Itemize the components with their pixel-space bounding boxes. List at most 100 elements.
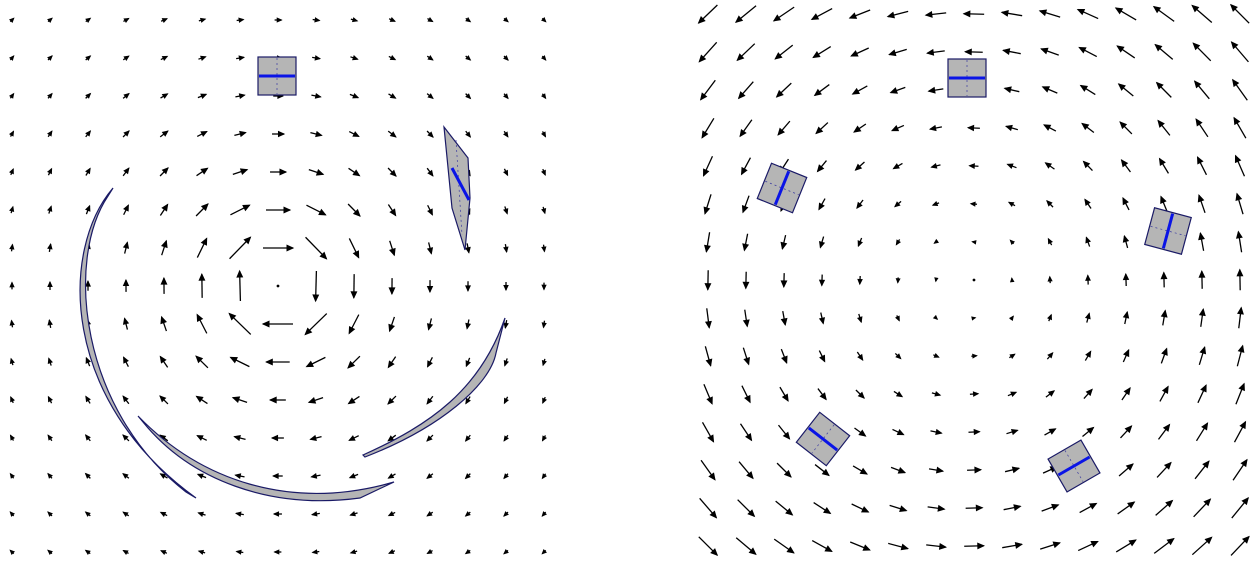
left-arrow-43	[503, 93, 509, 100]
left-arrow-117	[465, 281, 471, 292]
right-arrow-118	[1198, 269, 1206, 289]
right-arrow-10	[1076, 8, 1099, 20]
left-arrow-141	[229, 356, 250, 368]
right-arrow-181	[738, 461, 754, 480]
right-arrow-175	[1082, 426, 1095, 438]
right-arrow-44	[1231, 78, 1248, 101]
left-arrow-220	[388, 549, 396, 554]
left-arrow-189	[348, 473, 359, 479]
left-arrow-85	[387, 204, 397, 217]
left-arrow-33	[122, 92, 130, 99]
right-arrow-111	[934, 277, 939, 283]
left-arc-plate-east	[361, 317, 506, 458]
left-arrow-136	[47, 357, 53, 366]
left-arrow-132	[465, 319, 472, 330]
right-arrow-212	[773, 538, 795, 554]
right-arrow-210	[698, 536, 719, 557]
right-arrow-132	[1160, 309, 1168, 326]
right-arrow-133	[1198, 307, 1206, 327]
left-arrow-170	[196, 435, 208, 441]
left-arrow-129	[348, 314, 360, 335]
left-arrow-27	[465, 55, 472, 61]
right-arrow-3	[810, 7, 833, 21]
right-arrow-123	[818, 312, 826, 325]
left-arrow-123	[122, 317, 130, 330]
left-arrow-96	[229, 236, 252, 260]
left-arrow-70	[387, 167, 397, 177]
right-arrow-42	[1155, 81, 1172, 98]
left-arrow-67	[270, 168, 288, 176]
left-arrow-134	[541, 320, 547, 329]
left-arrow-203	[310, 511, 320, 517]
left-arrow-130	[388, 316, 396, 333]
right-arrow-187	[967, 466, 983, 474]
left-arrow-84	[347, 203, 361, 217]
right-arrow-59	[1233, 116, 1247, 139]
right-arrow-213	[811, 539, 833, 553]
left-arrow-52	[272, 130, 286, 138]
right-arrow-170	[892, 428, 905, 436]
right-arrow-184	[852, 465, 868, 475]
left-arrow-222	[464, 549, 471, 555]
left-arrow-144	[347, 355, 361, 369]
left-arrow-127	[261, 320, 293, 328]
left-arrow-165	[9, 434, 15, 441]
right-arrow-106	[742, 271, 750, 290]
left-arrow-103	[503, 244, 509, 254]
right-arrow-6	[924, 10, 947, 18]
left-arrow-181	[47, 472, 53, 479]
right-arrow-32	[775, 82, 792, 98]
right-arrow-103	[1198, 231, 1205, 251]
left-arrow-86	[427, 204, 433, 216]
right-arrow-152	[779, 386, 789, 402]
right-arrow-83	[1007, 201, 1016, 207]
left-arrow-15	[9, 55, 15, 61]
right-arrow-137	[780, 348, 788, 364]
left-vortex-field	[9, 17, 547, 556]
left-arrow-198	[122, 511, 130, 517]
left-arrow-2	[85, 17, 92, 23]
left-arrow-119	[541, 282, 547, 291]
right-arrow-40	[1079, 84, 1096, 96]
right-arrow-166	[739, 423, 753, 442]
left-arrow-56	[426, 130, 434, 138]
left-arrow-108	[122, 278, 130, 292]
right-arrow-20	[888, 48, 907, 57]
right-arrow-7	[962, 10, 985, 18]
left-arrow-field	[9, 17, 547, 556]
right-arrow-33	[813, 84, 830, 97]
right-arrow-223	[1191, 536, 1213, 556]
left-arrow-73	[503, 168, 509, 177]
right-arrow-136	[742, 347, 750, 366]
left-arrow-100	[389, 240, 396, 257]
left-arrow-118	[503, 282, 509, 292]
right-arrow-52	[966, 124, 980, 132]
right-square-plate-west	[756, 162, 808, 214]
left-arrow-49	[159, 130, 169, 138]
left-arrow-104	[541, 244, 547, 253]
right-arrow-11	[1114, 7, 1137, 21]
left-arrow-196	[47, 511, 53, 517]
right-arrow-35	[889, 86, 906, 94]
right-arrow-154	[855, 389, 865, 399]
right-arrow-199	[851, 503, 870, 513]
left-arrow-142	[265, 358, 290, 366]
left-arrow-209	[541, 511, 547, 517]
right-arrow-5	[886, 10, 909, 19]
right-arrow-94	[857, 237, 863, 248]
left-arrow-8	[312, 17, 321, 23]
left-arrow-131	[426, 318, 434, 331]
left-arrow-45	[9, 130, 15, 137]
left-arrow-99	[348, 238, 360, 259]
left-arrow-154	[159, 395, 169, 405]
right-arrow-101	[1122, 234, 1130, 249]
right-arrow-155	[893, 390, 904, 398]
right-arrow-119	[1236, 268, 1244, 291]
right-arrow-153	[817, 388, 827, 401]
left-arrow-167	[84, 434, 91, 442]
right-arrow-60	[702, 156, 714, 177]
left-arrow-160	[387, 395, 397, 405]
right-arrow-129	[1047, 313, 1052, 322]
left-arrow-63	[122, 167, 130, 177]
left-arrow-98	[305, 236, 328, 260]
